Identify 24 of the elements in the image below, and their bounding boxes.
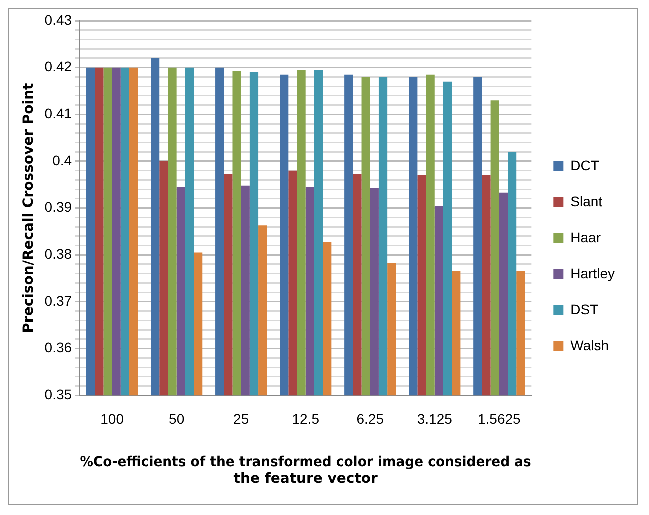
- legend-label: DST: [570, 301, 600, 318]
- y-tick-label: 0.41: [44, 106, 72, 122]
- legend-label: Slant: [570, 193, 603, 210]
- x-tick-label: 12.5: [292, 410, 320, 427]
- y-tick-label: 0.39: [44, 199, 72, 216]
- legend-label: Walsh: [570, 337, 610, 354]
- x-tick-label: 6.25: [356, 410, 384, 427]
- y-tick-label: 0.43: [44, 12, 72, 28]
- x-tick-label: 3.125: [417, 410, 453, 427]
- x-tick-label: 50: [169, 410, 185, 427]
- y-axis-title: Precison/Recall Crossover Point: [21, 82, 38, 334]
- y-tick-label: 0.4: [52, 152, 72, 168]
- y-tick-label: 0.38: [44, 246, 72, 262]
- legend-label: DCT: [570, 157, 600, 174]
- y-tick-label: 0.37: [44, 292, 72, 309]
- x-tick-label: 1.5625: [478, 410, 522, 427]
- legend-label: Haar: [570, 229, 602, 246]
- y-tick-label: 0.42: [44, 58, 72, 75]
- y-tick-label: 0.35: [44, 386, 72, 402]
- x-tick-label: 100: [100, 410, 124, 427]
- legend-label: Hartley: [570, 265, 616, 282]
- x-axis-title: %Co-efficients of the transformed color image considered as the feature vector: [80, 454, 532, 488]
- x-tick-label: 25: [234, 410, 250, 427]
- y-tick-label: 0.36: [44, 340, 72, 356]
